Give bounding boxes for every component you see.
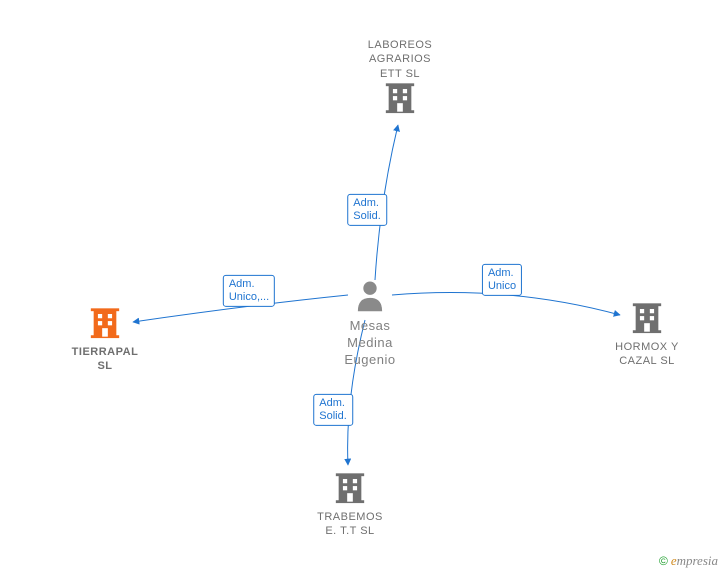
edge-label-line: Adm.	[353, 197, 379, 209]
node-label-line: ETT SL	[380, 68, 420, 80]
right-node-label: HORMOX Y CAZAL SL	[615, 340, 679, 369]
footer-branding: ©empresia	[659, 553, 718, 569]
building-icon	[630, 301, 664, 340]
edge-label-line: Solid.	[319, 410, 347, 422]
edge-label-line: Unico,...	[229, 291, 269, 303]
node-label-line: LABOREOS	[368, 39, 433, 51]
edge-to-right	[392, 293, 620, 316]
node-label-line: HORMOX Y	[615, 341, 679, 353]
building-icon	[88, 306, 122, 345]
copyright-symbol: ©	[659, 554, 668, 568]
person-icon	[355, 279, 385, 318]
node-label-line: Mesas	[350, 318, 391, 333]
edge-label-to-bottom: Adm. Solid.	[313, 394, 353, 426]
edge-label-to-right: Adm. Unico	[482, 264, 522, 296]
edge-label-to-top: Adm. Solid.	[347, 194, 387, 226]
edge-label-line: Solid.	[353, 210, 381, 222]
node-label-line: AGRARIOS	[369, 53, 431, 65]
node-label-line: Medina	[347, 335, 393, 350]
edge-label-line: Adm.	[229, 278, 255, 290]
node-label-line: SL	[97, 360, 112, 372]
edge-label-to-left: Adm. Unico,...	[223, 275, 275, 307]
edge-label-line: Unico	[488, 280, 516, 292]
brand-rest: mpresia	[677, 553, 718, 568]
left-node-label: TIERRAPAL SL	[72, 345, 139, 374]
node-label-line: CAZAL SL	[619, 355, 675, 367]
edge-label-line: Adm.	[319, 397, 345, 409]
edge-label-line: Adm.	[488, 267, 514, 279]
node-label-line: TRABEMOS	[317, 511, 383, 523]
building-icon	[333, 471, 367, 510]
top-node-label: LABOREOS AGRARIOS ETT SL	[368, 38, 433, 81]
node-label-line: TIERRAPAL	[72, 346, 139, 358]
building-icon	[383, 81, 417, 120]
node-label-line: Eugenio	[344, 352, 395, 367]
center-node-label: Mesas Medina Eugenio	[344, 318, 395, 369]
node-label-line: E. T.T SL	[325, 525, 374, 537]
bottom-node-label: TRABEMOS E. T.T SL	[317, 510, 383, 539]
